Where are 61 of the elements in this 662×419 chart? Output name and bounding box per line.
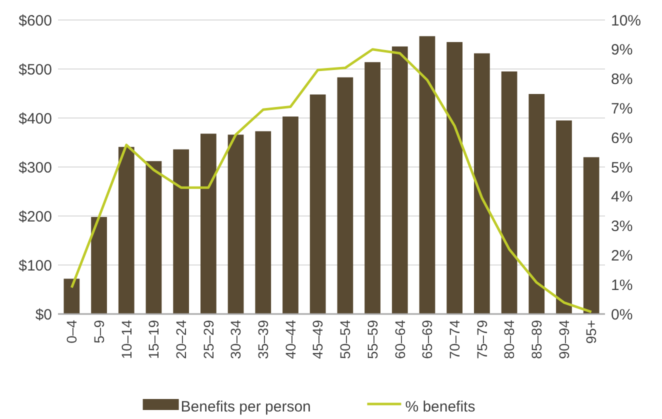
y-tick-label: $100 (18, 257, 52, 274)
x-tick-label: 45–49 (310, 320, 326, 359)
x-tick-label: 5–9 (90, 320, 107, 344)
x-tick-label: 75–79 (474, 320, 490, 359)
bar (255, 131, 272, 314)
bar (446, 42, 463, 314)
y-tick-label: $200 (18, 208, 52, 226)
x-tick-label: 0–4 (64, 320, 80, 344)
y2-tick-label: 10% (611, 12, 642, 30)
bar (228, 134, 244, 314)
bar (501, 71, 518, 314)
y-tick-label: $600 (18, 12, 52, 30)
x-tick-label: 85–89 (528, 320, 545, 359)
legend-label: Benefits per person (180, 398, 311, 416)
y-tick-label: $500 (18, 61, 52, 78)
y2-tick-label: 4% (611, 188, 633, 206)
x-tick-label: 65–69 (419, 320, 436, 359)
y2-tick-label: 7% (611, 100, 633, 118)
y2-tick-label: 6% (611, 130, 633, 147)
legend-label: % benefits (405, 398, 476, 416)
x-tick-label: 35–39 (255, 320, 272, 359)
bar (337, 77, 354, 314)
y2-tick-label: 9% (611, 42, 633, 59)
x-tick-label: 70–74 (446, 320, 462, 359)
x-tick-label: 40–44 (282, 320, 298, 359)
bar (419, 36, 436, 314)
bar (583, 157, 600, 314)
bar (200, 134, 216, 314)
y2-tick-label: 3% (611, 218, 633, 236)
x-tick-label: 90–94 (556, 320, 572, 359)
x-tick-label: 25–29 (200, 320, 216, 359)
bar (364, 62, 380, 314)
x-tick-label: 50–54 (337, 320, 354, 359)
y2-tick-label: 1% (611, 276, 633, 294)
bar (146, 161, 162, 314)
bar (173, 149, 190, 314)
bar (474, 53, 490, 314)
y-tick-label: $400 (18, 110, 52, 128)
x-tick-label: 55–59 (364, 320, 380, 359)
y-tick-label: $0 (35, 306, 52, 324)
y-tick-label: $300 (18, 159, 52, 176)
bar (282, 116, 298, 314)
bar (528, 94, 545, 314)
bar (91, 216, 107, 314)
bar (392, 46, 408, 314)
x-tick-label: 30–34 (228, 320, 244, 359)
bar (310, 94, 326, 314)
x-tick-label: 15–19 (146, 320, 162, 359)
x-tick-label: 60–64 (392, 320, 408, 359)
y2-tick-label: 8% (611, 71, 633, 88)
line-series (70, 48, 593, 314)
bar (556, 120, 572, 314)
x-tick-label: 10–14 (118, 320, 134, 359)
x-tick-label: 95+ (583, 320, 600, 344)
y2-tick-label: 0% (611, 306, 633, 324)
bar (64, 278, 80, 314)
y2-tick-label: 2% (611, 247, 633, 264)
x-tick-label: 80–84 (501, 320, 518, 359)
y2-tick-label: 5% (611, 159, 633, 176)
x-tick-label: 20–24 (172, 320, 189, 359)
bar (118, 146, 134, 314)
